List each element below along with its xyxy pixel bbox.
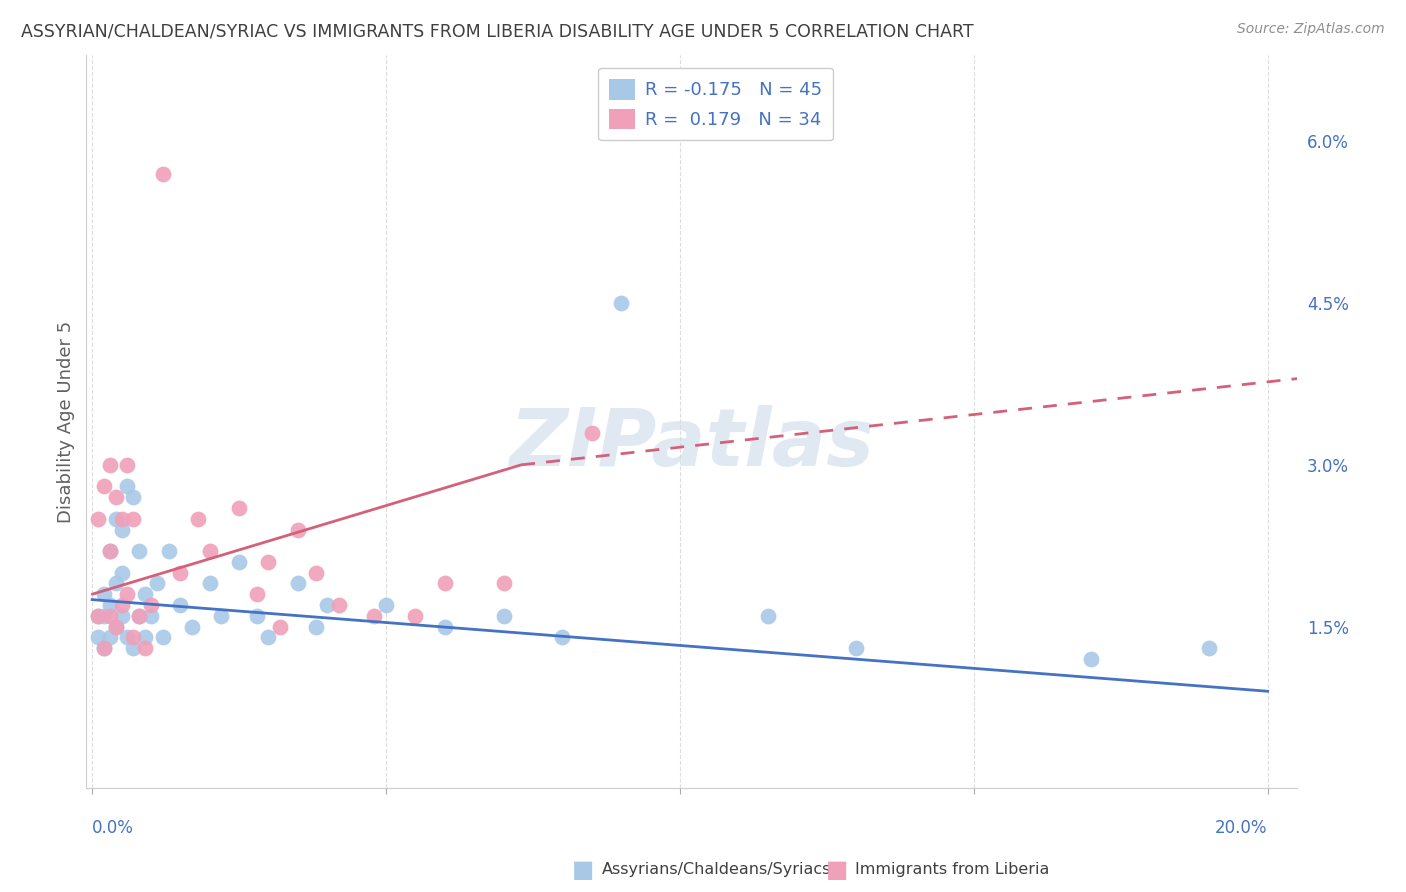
Text: ■: ■ (825, 858, 848, 881)
Point (246, 587, 269, 601)
Point (492, 608, 515, 623)
Point (433, 619, 456, 633)
Text: ■: ■ (572, 858, 595, 881)
Point (287, 523, 309, 537)
Point (122, 641, 145, 656)
Point (404, 608, 426, 623)
Point (228, 500, 250, 515)
Point (198, 544, 221, 558)
Point (756, 608, 779, 623)
Point (93, 641, 115, 656)
Text: Assyrians/Chaldeans/Syriacs: Assyrians/Chaldeans/Syriacs (602, 863, 831, 877)
Point (187, 512, 209, 526)
Text: Immigrants from Liberia: Immigrants from Liberia (855, 863, 1049, 877)
Point (87, 512, 110, 526)
Point (117, 479, 139, 493)
Point (211, 608, 233, 623)
Point (1198, 641, 1220, 656)
Point (139, 608, 162, 623)
Point (87, 608, 110, 623)
Point (110, 598, 132, 612)
Point (98, 544, 121, 558)
Legend: R = -0.175   N = 45, R =  0.179   N = 34: R = -0.175 N = 45, R = 0.179 N = 34 (599, 68, 834, 140)
Point (128, 544, 150, 558)
Point (139, 598, 162, 612)
Point (157, 544, 180, 558)
Point (110, 523, 132, 537)
Point (845, 641, 868, 656)
Point (610, 296, 633, 310)
Point (93, 641, 115, 656)
Point (122, 490, 145, 504)
Point (98, 544, 121, 558)
Point (146, 576, 169, 591)
Text: ASSYRIAN/CHALDEAN/SYRIAC VS IMMIGRANTS FROM LIBERIA DISABILITY AGE UNDER 5 CORRE: ASSYRIAN/CHALDEAN/SYRIAC VS IMMIGRANTS F… (21, 22, 974, 40)
Point (98, 458, 121, 472)
Point (269, 619, 291, 633)
Point (93, 608, 115, 623)
Point (492, 576, 515, 591)
Text: 20.0%: 20.0% (1215, 819, 1268, 837)
Point (122, 512, 145, 526)
Point (104, 619, 127, 633)
Point (152, 631, 174, 645)
Point (128, 608, 150, 623)
Point (551, 631, 574, 645)
Point (110, 512, 132, 526)
Point (181, 619, 204, 633)
Text: 0.0%: 0.0% (93, 819, 134, 837)
Point (104, 576, 127, 591)
Point (117, 631, 139, 645)
Point (134, 631, 156, 645)
Point (104, 490, 127, 504)
Point (316, 598, 339, 612)
Point (304, 619, 326, 633)
Point (110, 608, 132, 623)
Point (98, 608, 121, 623)
Point (328, 598, 350, 612)
Point (117, 587, 139, 601)
Point (198, 576, 221, 591)
Point (581, 425, 603, 440)
Point (93, 479, 115, 493)
Point (134, 587, 156, 601)
Point (257, 631, 280, 645)
Point (246, 608, 269, 623)
Point (257, 555, 280, 569)
Point (104, 512, 127, 526)
Point (228, 555, 250, 569)
Point (117, 458, 139, 472)
Point (98, 598, 121, 612)
Point (128, 608, 150, 623)
Point (122, 631, 145, 645)
Point (87, 631, 110, 645)
Point (169, 598, 191, 612)
Point (152, 167, 174, 181)
Point (110, 566, 132, 580)
Point (363, 608, 385, 623)
Point (375, 598, 398, 612)
Point (87, 608, 110, 623)
Point (169, 566, 191, 580)
Point (93, 587, 115, 601)
Point (1080, 652, 1102, 666)
Point (433, 576, 456, 591)
Point (287, 576, 309, 591)
Point (104, 619, 127, 633)
Text: Source: ZipAtlas.com: Source: ZipAtlas.com (1237, 22, 1385, 37)
Point (304, 566, 326, 580)
Text: ZIPatlas: ZIPatlas (509, 405, 875, 483)
Y-axis label: Disability Age Under 5: Disability Age Under 5 (58, 320, 75, 523)
Point (98, 631, 121, 645)
Point (134, 641, 156, 656)
